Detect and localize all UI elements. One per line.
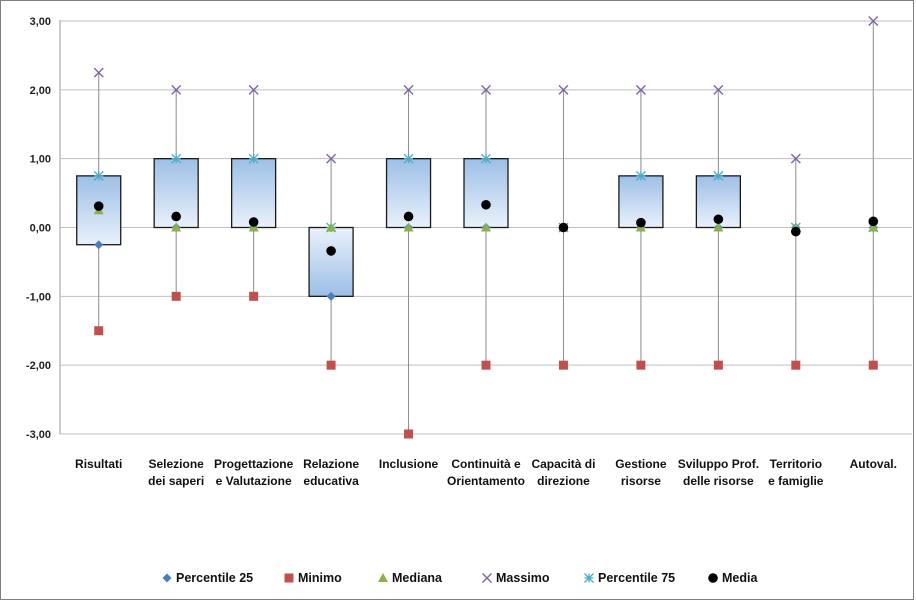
legend-item-mediana: Mediana xyxy=(378,571,443,585)
minimo-marker xyxy=(326,360,336,370)
percentile-25-marker xyxy=(94,240,104,250)
minimo-marker xyxy=(404,429,414,439)
mediana-marker xyxy=(171,222,182,232)
legend-label: Massimo xyxy=(496,571,550,585)
media-marker xyxy=(791,226,801,237)
massimo-marker xyxy=(481,84,491,95)
percentile-75-marker xyxy=(248,153,259,164)
minimo-marker xyxy=(171,291,181,301)
legend-swatch-massimo xyxy=(482,573,492,583)
legend-item-percentile-25: Percentile 25 xyxy=(162,571,253,585)
massimo-marker xyxy=(868,16,879,26)
percentile-75-marker xyxy=(403,153,414,164)
massimo-marker xyxy=(326,153,337,164)
media-marker xyxy=(481,199,491,210)
massimo-marker xyxy=(403,84,414,95)
legend-swatch-percentile-25 xyxy=(162,573,172,583)
massimo-marker xyxy=(635,84,646,95)
minimo-marker xyxy=(558,360,568,370)
legend-label: Mediana xyxy=(392,571,443,585)
legend: Percentile 25 Minimo Mediana Massimo Percent… xyxy=(162,571,758,585)
x-tick-label: Relazione educativa xyxy=(303,457,359,488)
minimo-marker xyxy=(636,360,646,370)
mediana-marker xyxy=(868,222,879,232)
media-marker xyxy=(713,214,724,225)
legend-label: Percentile 75 xyxy=(598,571,675,585)
legend-item-massimo: Massimo xyxy=(482,571,550,585)
legend-label: Percentile 25 xyxy=(176,571,253,585)
legend-label: Minimo xyxy=(298,571,342,585)
percentile-25-marker xyxy=(326,291,336,301)
x-tick-label: Autoval. xyxy=(850,457,897,471)
iqr-box xyxy=(463,158,509,229)
legend-swatch-mediana xyxy=(378,573,388,582)
y-axis-tick-labels: 3,00 2,00 1,00 0,00 -1,00 -2,00 -3,00 xyxy=(26,16,51,441)
legend-item-minimo: Minimo xyxy=(284,571,342,585)
mediana-marker xyxy=(326,222,337,232)
x-tick-label: Continuità e Orientamento xyxy=(447,457,525,488)
legend-item-percentile-75: Percentile 75 xyxy=(584,571,675,585)
media-marker xyxy=(636,217,646,228)
legend-swatch-minimo xyxy=(284,573,294,583)
media-marker xyxy=(93,201,104,211)
x-tick-label: Risultati xyxy=(75,457,122,471)
legend-item-media: Media xyxy=(708,571,758,585)
y-tick-label: -2,00 xyxy=(26,360,51,372)
legend-swatch-percentile-75 xyxy=(584,573,594,583)
minimo-marker xyxy=(481,360,491,370)
mediana-marker xyxy=(481,222,491,232)
x-tick-label: Sviluppo Prof. delle risorse xyxy=(678,457,759,488)
minimo-marker xyxy=(94,326,104,336)
legend-label: Media xyxy=(722,571,758,585)
massimo-marker xyxy=(93,67,104,78)
media-marker xyxy=(171,211,181,222)
mediana-marker xyxy=(248,222,259,232)
percentile-75-marker xyxy=(481,153,491,164)
massimo-marker xyxy=(171,84,182,95)
x-axis-tick-labels: Risultati Selezione dei saperi Progettazion… xyxy=(75,457,897,488)
minimo-marker xyxy=(791,360,801,370)
markers xyxy=(93,16,879,439)
percentile-75-marker xyxy=(713,170,724,181)
massimo-marker xyxy=(248,84,259,95)
y-tick-label: 3,00 xyxy=(30,16,51,28)
y-tick-label: 0,00 xyxy=(30,223,51,235)
iqr-box xyxy=(230,158,277,229)
x-tick-label: Capacità di direzione xyxy=(531,457,595,488)
media-marker xyxy=(248,217,259,227)
iqr-box xyxy=(308,226,354,297)
percentile-75-marker xyxy=(635,170,646,181)
x-tick-label: Inclusione xyxy=(379,457,439,471)
y-tick-label: -3,00 xyxy=(26,429,51,441)
y-tick-label: -1,00 xyxy=(26,291,51,303)
y-tick-label: 2,00 xyxy=(30,85,51,97)
x-tick-label: Selezione dei saperi xyxy=(148,457,204,488)
percentile-75-marker xyxy=(93,170,104,181)
mediana-marker xyxy=(403,222,414,232)
media-marker xyxy=(326,246,336,256)
media-marker xyxy=(868,216,879,227)
media-marker xyxy=(403,211,414,222)
minimo-marker xyxy=(249,291,259,301)
y-tick-label: 1,00 xyxy=(30,154,51,166)
percentile-75-marker xyxy=(171,153,182,164)
x-tick-label: Gestione risorse xyxy=(615,457,667,488)
media-marker xyxy=(558,222,569,233)
massimo-marker xyxy=(558,84,569,95)
minimo-marker xyxy=(868,360,878,370)
x-tick-label: Progettazione e Valutazione xyxy=(214,457,294,488)
massimo-marker xyxy=(713,84,724,95)
legend-swatch-media xyxy=(708,573,718,583)
mediana-marker xyxy=(713,222,724,232)
x-tick-label: Territorio e famiglie xyxy=(768,457,824,488)
massimo-marker xyxy=(790,153,801,164)
minimo-marker xyxy=(713,360,723,370)
